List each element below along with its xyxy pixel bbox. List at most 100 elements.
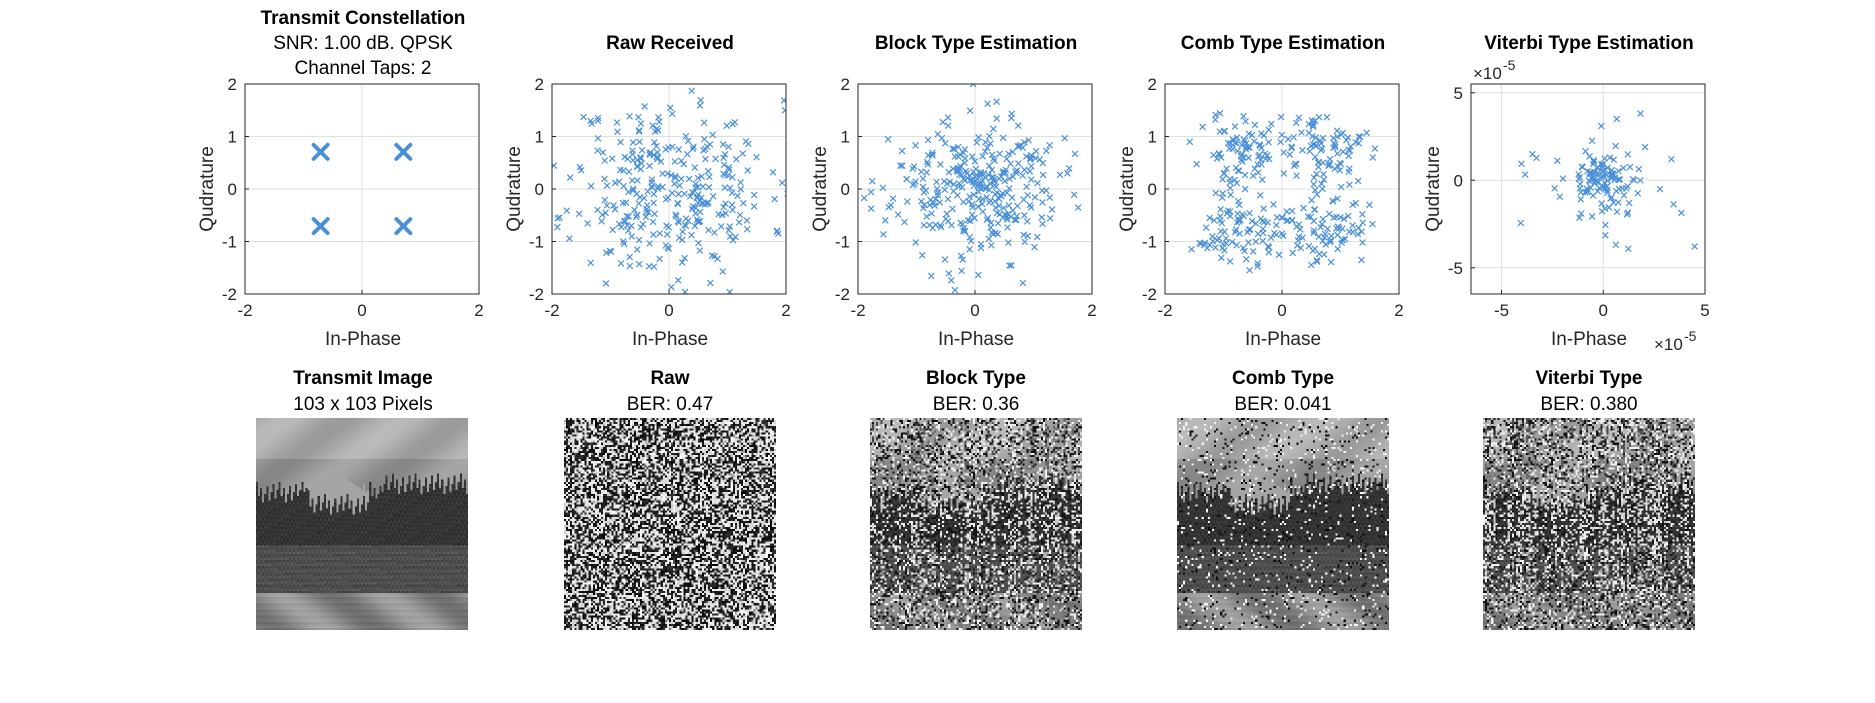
block-type-estimation-title: Block Type Estimation [875,33,1077,54]
data-point [1346,181,1353,188]
data-point [879,184,887,192]
data-point [626,262,634,270]
data-point [695,218,703,225]
data-point [1228,238,1236,246]
data-point [1256,141,1263,148]
data-point [949,145,956,152]
data-point [1193,160,1200,168]
data-point [1602,232,1609,239]
data-point [1601,155,1608,162]
data-point [1039,199,1046,206]
data-point [576,210,583,217]
data-point [939,118,947,126]
data-point [992,204,999,211]
y-tick-label: 0 [841,180,850,199]
data-point [618,223,625,231]
data-point [1551,185,1558,192]
data-point [1278,131,1286,139]
data-point [1259,225,1267,233]
data-point [723,122,730,129]
data-point [1246,144,1253,151]
data-point [1670,201,1677,208]
data-point [1264,219,1271,226]
data-point [1334,245,1341,253]
data-point [1586,170,1594,178]
data-point [1318,180,1325,187]
data-point [1611,176,1618,184]
data-point [576,163,584,171]
data-point [1290,134,1297,141]
data-point [684,137,692,145]
data-point [1310,217,1317,225]
data-point [620,238,627,245]
data-point [1612,142,1619,150]
panel-raw-received: Raw Received -2 0 2 -2 -1 0 1 2 In-Phase Qudrat… [504,33,791,350]
data-point [554,223,561,231]
data-point [1309,247,1317,254]
data-point [725,143,732,150]
data-point [1320,176,1328,183]
data-point [687,193,694,200]
data-point [648,183,655,190]
data-point [1312,142,1320,150]
data-point [1355,140,1362,147]
data-point [697,208,704,216]
data-point [656,255,663,263]
data-point [925,152,932,159]
data-point [1021,139,1028,146]
data-point [1576,185,1583,192]
data-point [1317,140,1325,147]
data-point [1280,232,1287,239]
data-point [1288,217,1296,224]
y-axis-label: Qudrature [197,146,218,232]
data-point [629,147,636,154]
data-point [1352,199,1359,207]
data-point [628,233,635,240]
data-point [1318,220,1326,228]
y-tick-label: 0 [228,180,237,199]
data-point [951,286,959,294]
data-point [1005,150,1012,157]
data-point [950,181,957,188]
data-point [1218,219,1226,227]
data-point [676,234,683,241]
data-point [904,198,911,205]
data-point [1213,155,1221,162]
scatter-axes-5: -5 0 5 -5 0 5 [1448,83,1710,320]
comb-type-image [1177,418,1389,630]
axes-frame [244,83,480,295]
data-point [729,237,737,244]
data-point [1008,262,1015,269]
data-point [1015,160,1022,167]
data-point [1307,142,1315,150]
data-point [778,179,786,186]
data-point [1243,256,1250,263]
data-point [1613,208,1621,215]
data-point [988,242,995,249]
data-point [722,210,729,217]
data-point [1339,148,1347,155]
data-point [646,240,653,247]
data-point [1586,153,1593,160]
data-point [1321,234,1328,241]
data-point [642,213,650,221]
data-point [594,117,602,124]
data-point [919,251,926,259]
data-point [1241,137,1249,144]
data-point [743,217,751,224]
data-point [1578,210,1585,217]
data-point [622,199,630,206]
data-point [1027,204,1035,211]
panel-comb-type-image: Comb Type BER: 0.041 [1177,368,1389,630]
data-point [640,194,648,202]
data-point [986,162,993,170]
data-point [649,122,656,129]
transmit-constellation-subtitle-taps: Channel Taps: 2 [295,58,432,79]
data-point [704,167,712,175]
data-point [625,213,632,220]
data-point [696,247,703,254]
x-tick-label: 0 [664,301,673,320]
data-point [1246,267,1253,274]
data-point [584,220,591,227]
block-type-image-title: Block Type [926,368,1026,389]
